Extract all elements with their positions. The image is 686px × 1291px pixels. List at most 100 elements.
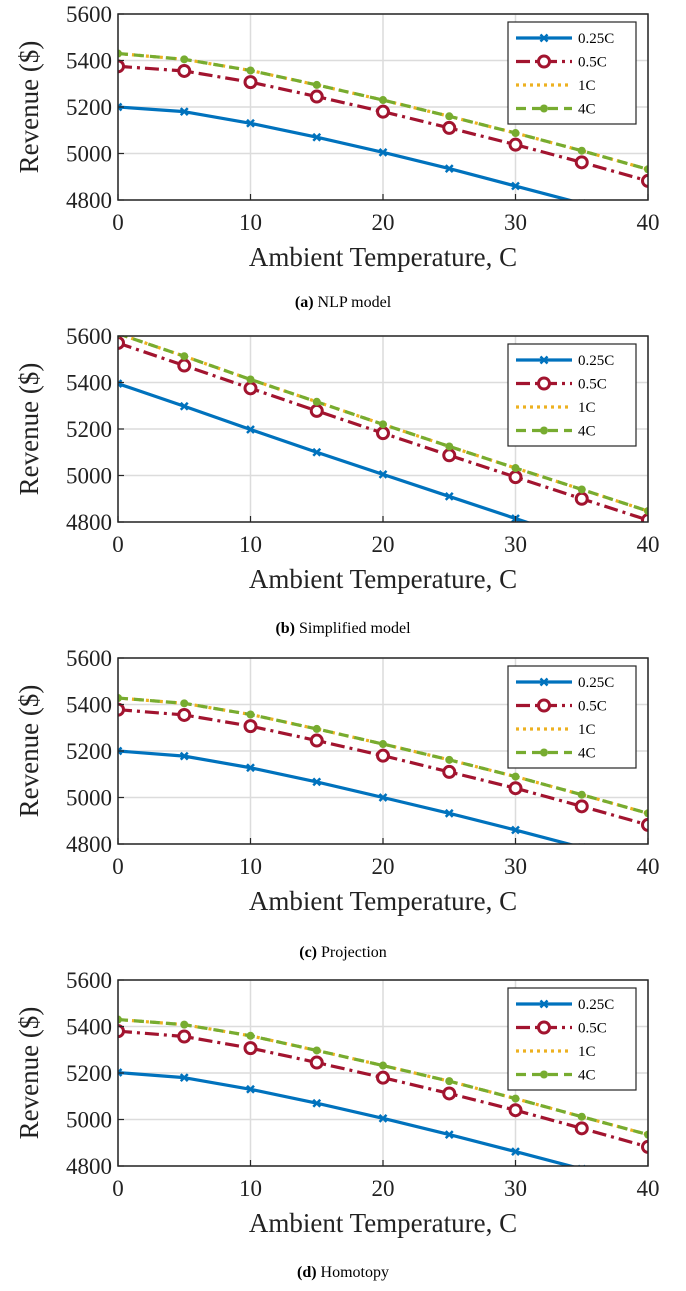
x-tick-label: 10 [239, 532, 262, 557]
series-group [118, 49, 648, 200]
data-point [445, 1077, 454, 1086]
data-point [309, 89, 324, 104]
figure-caption: (b) Simplified model [0, 620, 686, 638]
data-point [177, 1029, 192, 1044]
data-point [246, 1031, 255, 1040]
x-tick-label: 0 [112, 210, 124, 235]
line-chart: 0 10 20 30 40 4800 5000 5200 5400 5600 Ambient Tem… [14, 324, 660, 594]
x-tick-label: 40 [637, 210, 660, 235]
legend-label-1C: 1C [578, 1044, 596, 1060]
series-line-4C [118, 696, 648, 815]
x-axis-title: Ambient Temperature, C [249, 1208, 517, 1238]
data-point [574, 799, 589, 814]
figure-caption: (d) Homotopy [0, 1264, 686, 1282]
line-chart: 0 10 20 30 40 4800 5000 5200 5400 5600 Ambient Tem… [14, 968, 660, 1238]
y-tick-label: 4800 [66, 832, 112, 857]
y-tick-label: 5200 [66, 95, 112, 120]
data-point [508, 1103, 523, 1118]
data-point [379, 96, 387, 105]
data-point [578, 199, 586, 200]
data-point [118, 1024, 125, 1039]
data-point [644, 165, 648, 174]
figure-caption: (a) NLP model [0, 294, 686, 312]
data-point [246, 425, 255, 434]
legend-marker [539, 677, 549, 687]
data-point [312, 1046, 321, 1055]
data-point [444, 1130, 454, 1139]
y-axis-title: Revenue ($) [14, 685, 44, 818]
x-tick-label: 0 [112, 532, 124, 557]
data-point [309, 1055, 324, 1070]
y-tick-label: 5400 [66, 371, 112, 396]
legend-label-0.25C: 0.25C [578, 675, 614, 691]
data-point [644, 1130, 648, 1139]
data-point [508, 470, 523, 485]
x-tick-label: 30 [504, 532, 527, 557]
data-point [118, 746, 123, 756]
data-point [246, 375, 255, 384]
x-tick-label: 20 [372, 210, 395, 235]
data-point [312, 777, 322, 787]
data-point [180, 55, 189, 64]
data-point [578, 537, 585, 544]
legend-label-1C: 1C [578, 722, 596, 738]
x-tick-label: 20 [372, 1176, 395, 1201]
y-tick-label: 5000 [66, 1108, 112, 1133]
data-point [578, 843, 586, 844]
data-point [118, 693, 122, 702]
data-point [644, 507, 648, 516]
legend-marker [540, 1070, 548, 1079]
caption-text: Homotopy [320, 1264, 389, 1281]
x-tick-label: 10 [239, 1176, 262, 1201]
data-point [312, 132, 322, 142]
y-tick-label: 5200 [66, 1061, 112, 1086]
x-tick-label: 0 [112, 1176, 124, 1201]
data-point [574, 491, 589, 506]
data-point [376, 426, 390, 441]
data-point [243, 1041, 258, 1056]
y-axis-title: Revenue ($) [14, 41, 44, 174]
data-point [379, 740, 387, 749]
data-point [511, 825, 520, 835]
legend-marker [537, 376, 551, 391]
data-point [442, 764, 457, 779]
data-point [179, 107, 189, 117]
legend-marker [539, 355, 549, 365]
data-point [508, 781, 523, 796]
series-line-4C [118, 1017, 648, 1137]
chart-panel-d: 0 10 20 30 40 4800 5000 5200 5400 5600 Ambient Tem… [0, 966, 686, 1256]
data-point [378, 469, 388, 479]
data-point [246, 1084, 255, 1094]
data-point [309, 733, 324, 748]
y-tick-label: 5400 [66, 49, 112, 74]
y-tick-label: 5600 [66, 324, 112, 349]
legend-label-1C: 1C [578, 400, 596, 416]
y-axis-title: Revenue ($) [14, 363, 44, 496]
data-point [378, 793, 388, 802]
y-tick-label: 5600 [66, 968, 112, 993]
caption-tag: (c) [299, 944, 317, 961]
series-line-0.5C [118, 1029, 648, 1149]
data-point [444, 808, 454, 818]
x-tick-label: 10 [239, 210, 262, 235]
data-point [312, 80, 321, 89]
x-tick-label: 30 [504, 854, 527, 879]
data-point [511, 464, 520, 473]
data-point [177, 707, 192, 722]
data-point [445, 442, 454, 451]
data-point [118, 702, 125, 717]
data-point [641, 817, 648, 832]
data-point [442, 120, 457, 135]
data-point [118, 49, 122, 58]
data-point [644, 809, 648, 818]
chart-panel-a: 0 10 20 30 40 4800 5000 5200 5400 5600 Ambient Tem… [0, 0, 686, 290]
data-point [511, 181, 520, 191]
caption-tag: (b) [275, 620, 295, 637]
legend-marker [537, 1020, 551, 1035]
caption-tag: (d) [296, 1264, 317, 1281]
y-tick-label: 5000 [66, 786, 112, 811]
legend-label-0.25C: 0.25C [578, 353, 614, 369]
data-point [577, 790, 586, 799]
data-point [246, 66, 255, 75]
data-point [442, 1086, 457, 1101]
